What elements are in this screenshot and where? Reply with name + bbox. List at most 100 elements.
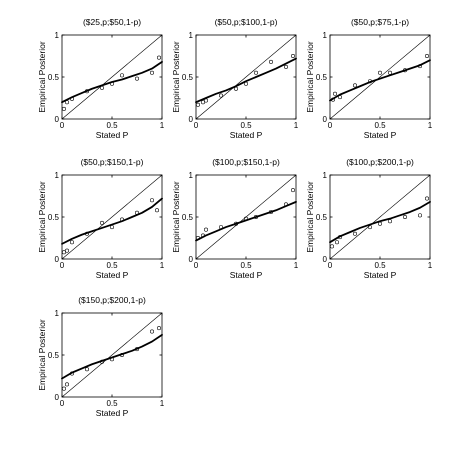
data-point: [201, 100, 206, 105]
y-tick-label: 0.5: [316, 213, 328, 222]
subplot-title: ($100,p;$200,1-p): [346, 157, 414, 167]
subplot-3: 00 0.5 0.5 1 1 ($50,p;$75,1-p) Stated P Empiric…: [305, 17, 433, 140]
data-point: [254, 70, 259, 75]
data-point: [157, 55, 162, 60]
subplot-6: 00 0.5 0.5 1 1 ($100,p;$200,1-p) Stated P Empir…: [305, 157, 433, 280]
data-point: [352, 231, 357, 236]
data-point: [135, 76, 140, 81]
data-point: [150, 329, 155, 334]
subplot-7: 00 0.5 0.5 1 1 ($150,p;$200,1-p) Stated P Empir…: [37, 295, 165, 418]
x-tick-label: 0.5: [240, 121, 252, 130]
x-tick-label: 1: [294, 121, 299, 130]
y-tick-label: 0.5: [182, 73, 194, 82]
fit-curve: [61, 197, 163, 245]
x-tick-label: 0: [60, 121, 65, 130]
fit-curve: [195, 57, 297, 104]
data-point: [290, 188, 295, 193]
fit-curve: [195, 200, 297, 242]
data-point: [196, 102, 201, 107]
subplot-2: 00 0.5 0.5 1 1 ($50,p;$100,1-p) Stated P Empiri…: [171, 17, 299, 140]
x-axis-label: Stated P: [96, 130, 129, 140]
y-tick-label: 1: [323, 171, 328, 180]
x-tick-label: 0: [328, 121, 333, 130]
subplot-1: 00 0.5 0.5 1 1 ($25,p;$50,1-p) Stated P Empiric…: [37, 17, 165, 140]
y-tick-label: 0: [189, 115, 194, 124]
y-axis-label: Empirical Posterior: [171, 41, 181, 112]
x-tick-label: 0: [60, 261, 65, 270]
x-tick-label: 1: [428, 261, 433, 270]
x-tick-label: 1: [160, 261, 165, 270]
data-point: [268, 59, 273, 64]
data-point: [377, 70, 382, 75]
x-tick-label: 0: [328, 261, 333, 270]
identity-line: [61, 174, 163, 260]
y-axis-label: Empirical Posterior: [37, 181, 47, 252]
x-tick-label: 0.5: [240, 261, 252, 270]
y-tick-label: 0: [189, 255, 194, 264]
y-tick-label: 0: [55, 255, 60, 264]
data-point: [283, 64, 288, 69]
y-tick-label: 0: [323, 255, 328, 264]
x-tick-label: 0.5: [374, 121, 386, 130]
data-point: [424, 196, 429, 201]
subplot-5: 00 0.5 0.5 1 1 ($100,p;$150,1-p) Stated P Empir…: [171, 157, 299, 280]
data-point: [61, 386, 66, 391]
data-point: [417, 213, 422, 218]
y-tick-label: 1: [55, 309, 60, 318]
data-point: [402, 215, 407, 220]
data-point: [334, 240, 339, 245]
x-tick-label: 0: [60, 399, 65, 408]
x-tick-label: 1: [160, 121, 165, 130]
data-point: [70, 240, 75, 245]
identity-line: [195, 34, 297, 120]
identity-line: [329, 174, 431, 260]
y-axis-label: Empirical Posterior: [171, 181, 181, 252]
y-axis-label: Empirical Posterior: [305, 41, 315, 112]
fit-curve: [329, 59, 431, 102]
data-point: [219, 93, 224, 98]
identity-line: [195, 174, 297, 260]
y-tick-label: 0.5: [48, 351, 60, 360]
y-axis-label: Empirical Posterior: [37, 319, 47, 390]
y-tick-label: 1: [189, 171, 194, 180]
subplot-4: 00 0.5 0.5 1 1 ($50,p;$150,1-p) Stated P Empiri…: [37, 157, 165, 280]
x-tick-label: 0: [194, 121, 199, 130]
y-tick-label: 0.5: [48, 213, 60, 222]
x-tick-label: 0.5: [106, 121, 118, 130]
y-tick-label: 1: [55, 171, 60, 180]
data-point: [290, 53, 295, 58]
y-tick-label: 0: [55, 115, 60, 124]
x-tick-label: 0.5: [106, 399, 118, 408]
subplot-title: ($50,p;$100,1-p): [215, 17, 278, 27]
data-point: [100, 220, 105, 225]
data-point: [352, 83, 357, 88]
x-axis-label: Stated P: [96, 270, 129, 280]
data-point: [85, 367, 90, 372]
data-point: [65, 382, 70, 387]
data-point: [61, 250, 66, 255]
x-tick-label: 1: [428, 121, 433, 130]
data-point: [120, 73, 125, 78]
x-tick-label: 0: [194, 261, 199, 270]
identity-line: [329, 34, 431, 120]
data-point: [61, 106, 66, 111]
y-tick-label: 0: [55, 393, 60, 402]
x-axis-label: Stated P: [230, 270, 263, 280]
x-axis-label: Stated P: [364, 130, 397, 140]
y-axis-label: Empirical Posterior: [37, 41, 47, 112]
y-axis-label: Empirical Posterior: [305, 181, 315, 252]
fit-curve: [329, 200, 431, 244]
data-point: [424, 53, 429, 58]
y-tick-label: 1: [323, 31, 328, 40]
y-tick-label: 0.5: [48, 73, 60, 82]
data-point: [157, 326, 162, 331]
y-tick-label: 1: [189, 31, 194, 40]
x-tick-label: 1: [294, 261, 299, 270]
x-tick-label: 0.5: [374, 261, 386, 270]
subplot-title: ($25,p;$50,1-p): [83, 17, 141, 27]
identity-line: [61, 312, 163, 398]
data-point: [150, 70, 155, 75]
fit-curve: [61, 333, 163, 380]
data-point: [65, 248, 70, 253]
